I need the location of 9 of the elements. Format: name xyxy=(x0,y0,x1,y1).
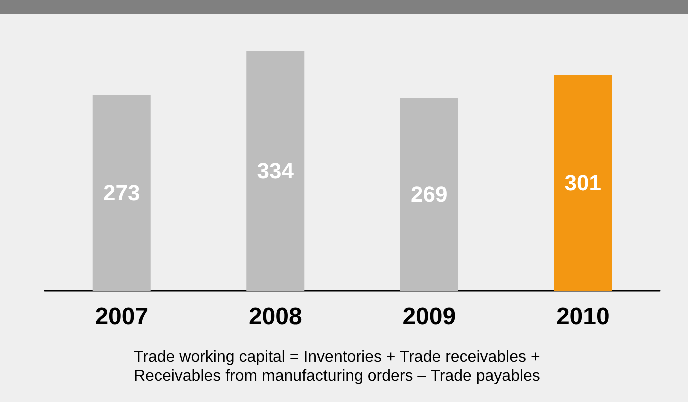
x-tick-label: 2007 xyxy=(95,304,149,330)
x-tick-label: 2010 xyxy=(556,304,610,330)
text: Trade working capital = Inventories + Trade receivables + Receivables from manufacturing orders – Trade payables xyxy=(134,349,545,385)
data-label: 334 xyxy=(257,158,295,184)
x-tick-label: 2009 xyxy=(402,304,456,330)
data-label: 269 xyxy=(411,182,448,208)
data-label: 301 xyxy=(564,170,602,196)
data-label: 273 xyxy=(104,180,140,206)
x-tick-label: 2008 xyxy=(248,304,302,330)
